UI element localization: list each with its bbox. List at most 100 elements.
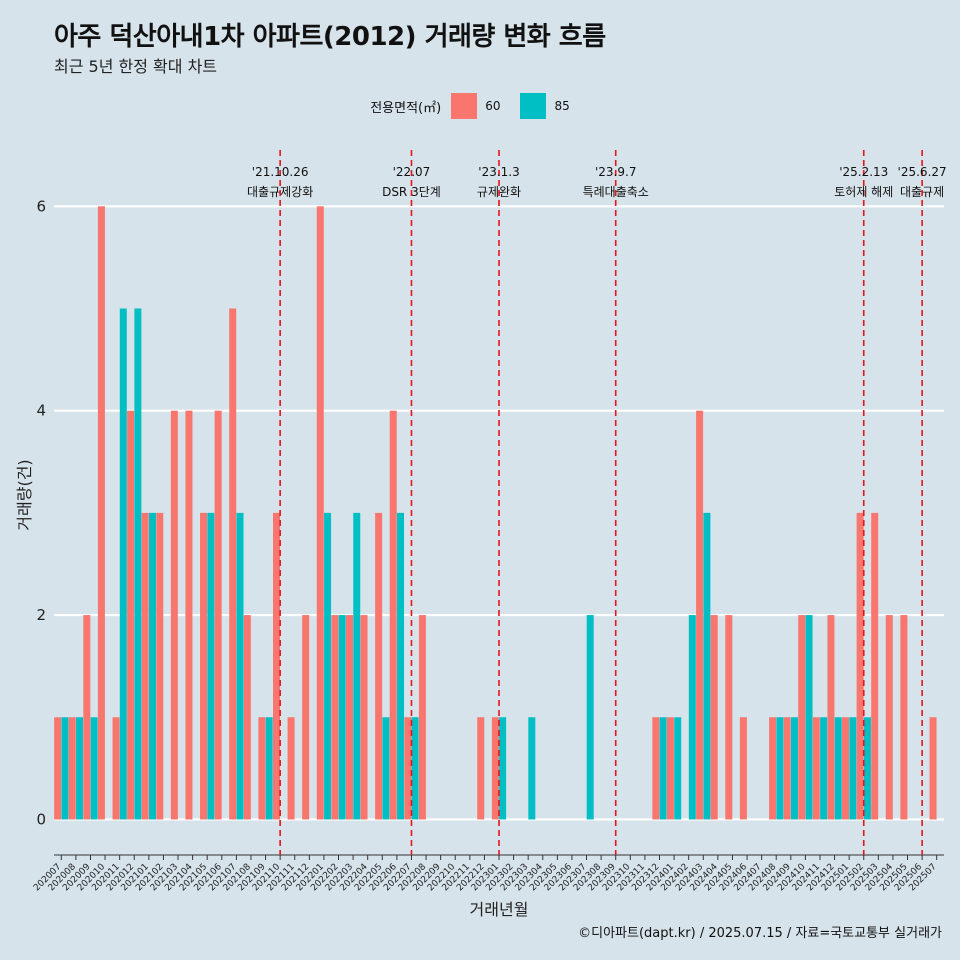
bar-60-202312 — [652, 717, 660, 820]
bar-85-202109 — [265, 717, 273, 820]
y-tick-label-6: 6 — [36, 197, 46, 215]
y-tick-label-2: 2 — [36, 606, 46, 624]
event-label-1: DSR 3단계 — [382, 185, 441, 199]
bar-60-202111 — [287, 717, 295, 820]
bar-60-202108 — [243, 615, 251, 820]
bar-60-202009 — [83, 615, 91, 820]
bar-60-202106 — [214, 410, 222, 820]
chart-subtitle: 최근 5년 한정 확대 차트 — [54, 57, 218, 76]
bar-85-202410 — [805, 615, 813, 820]
bar-60-202010 — [97, 206, 105, 820]
event-label-4: 토허제 해제 — [834, 185, 893, 199]
chart-title: 아주 덕산아내1차 아파트(2012) 거래량 변화 흐름 — [54, 22, 606, 52]
bar-85-202412 — [834, 717, 842, 820]
bar-60-202102 — [156, 512, 164, 820]
bar-60-202401 — [666, 717, 674, 820]
y-tick-label-4: 4 — [36, 402, 46, 420]
y-axis-label: 거래량(건) — [15, 459, 34, 530]
event-label-5: 대출규제 — [900, 185, 944, 199]
event-date-4: '25.2.13 — [839, 165, 888, 179]
legend-title: 전용면적(㎡) — [370, 100, 442, 116]
bar-85-202401 — [674, 717, 682, 820]
bar-60-202202 — [331, 615, 339, 820]
bar-60-202406 — [739, 717, 747, 820]
legend-label-85: 85 — [554, 99, 570, 113]
bar-85-202207 — [411, 717, 419, 820]
bar-60-202203 — [345, 615, 353, 820]
bar-85-202012 — [134, 308, 142, 820]
bar-60-202410 — [798, 615, 806, 820]
bar-85-202205 — [382, 717, 390, 820]
bar-60-202502 — [856, 512, 864, 820]
bar-60-202109 — [258, 717, 266, 820]
bar-60-202408 — [769, 717, 777, 820]
bar-60-202206 — [389, 410, 397, 820]
bar-85-202202 — [338, 615, 346, 820]
bar-85-202303 — [528, 717, 536, 820]
bar-85-202411 — [820, 717, 828, 820]
x-axis-label: 거래년월 — [470, 900, 529, 919]
bar-85-202403 — [703, 512, 711, 820]
legend: 전용면적(㎡) 60 85 — [0, 93, 960, 119]
bar-85-202201 — [324, 512, 332, 820]
bar-60-202011 — [112, 717, 120, 820]
bar-60-202112 — [302, 615, 310, 820]
bar-85-202101 — [148, 512, 156, 820]
legend-swatch-85 — [520, 93, 547, 119]
bar-85-202008 — [76, 717, 84, 820]
y-tick-label-0: 0 — [36, 810, 46, 828]
bar-60-202503 — [871, 512, 879, 820]
bar-60-202405 — [725, 615, 733, 820]
legend-swatch-60 — [451, 93, 478, 119]
event-date-0: '21.10.26 — [252, 165, 309, 179]
bar-85-202011 — [119, 308, 127, 820]
event-label-0: 대출규제강화 — [247, 185, 313, 199]
bar-60-202101 — [141, 512, 149, 820]
bar-60-202403 — [696, 410, 704, 820]
bar-85-202203 — [353, 512, 361, 820]
bar-60-202505 — [900, 615, 908, 820]
event-date-2: '23.1.3 — [478, 165, 519, 179]
bar-60-202212 — [477, 717, 485, 820]
bar-60-202501 — [842, 717, 850, 820]
bar-85-202502 — [863, 717, 871, 820]
event-label-3: 특례대출축소 — [583, 185, 649, 199]
bar-85-202009 — [90, 717, 98, 820]
bar-85-202105 — [207, 512, 215, 820]
bar-60-202301 — [491, 717, 499, 820]
bar-85-202107 — [236, 512, 244, 820]
bar-60-202007 — [54, 717, 62, 820]
bar-60-202012 — [127, 410, 135, 820]
bar-85-202409 — [790, 717, 798, 820]
bar-85-202007 — [61, 717, 69, 820]
bar-60-202205 — [375, 512, 383, 820]
bar-85-202307 — [586, 615, 594, 820]
bar-60-202404 — [710, 615, 718, 820]
bar-85-202206 — [397, 512, 405, 820]
bar-85-202501 — [849, 717, 857, 820]
bar-60-202208 — [418, 615, 426, 820]
legend-label-60: 60 — [485, 99, 501, 113]
bar-60-202103 — [170, 410, 178, 820]
bar-60-202110 — [273, 512, 280, 820]
bar-85-202312 — [659, 717, 667, 820]
event-date-5: '25.6.27 — [898, 165, 947, 179]
event-date-3: '23.9.7 — [595, 165, 636, 179]
bar-60-202107 — [229, 308, 237, 820]
bar-60-202204 — [360, 615, 368, 820]
event-date-1: '22.07 — [393, 165, 431, 179]
bar-60-202409 — [783, 717, 791, 820]
bar-60-202207 — [404, 717, 412, 820]
bar-60-202504 — [885, 615, 893, 820]
bar-60-202201 — [316, 206, 324, 820]
chart-caption: ©디아파트(dapt.kr) / 2025.07.15 / 자료=국토교통부 실… — [578, 926, 942, 941]
event-label-2: 규제완화 — [477, 185, 521, 199]
bar-60-202412 — [827, 615, 835, 820]
bar-85-202402 — [688, 615, 696, 820]
bar-60-202507 — [929, 717, 937, 820]
bar-60-202411 — [812, 717, 820, 820]
bar-85-202301 — [499, 717, 507, 820]
bar-60-202105 — [200, 512, 208, 820]
bar-60-202104 — [185, 410, 193, 820]
